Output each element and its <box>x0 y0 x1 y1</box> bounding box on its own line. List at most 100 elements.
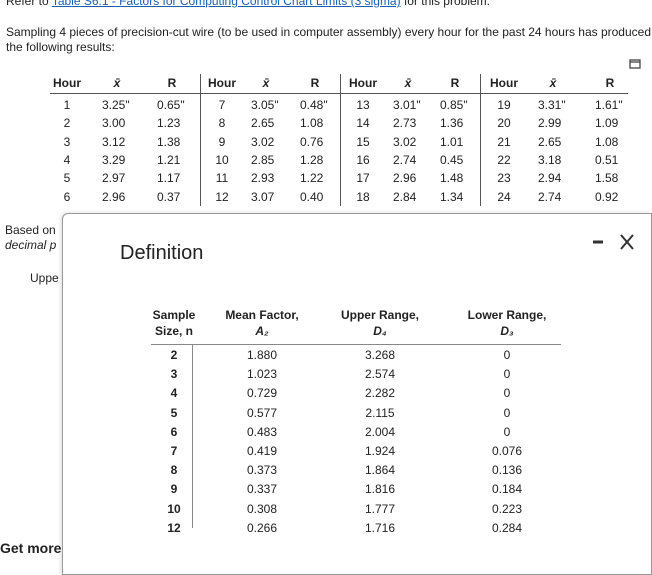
close-button[interactable] <box>620 234 634 250</box>
table-cell: 1.816 <box>364 482 396 497</box>
column-header: x̄ <box>549 76 557 90</box>
column-header: Lower Range, <box>467 308 547 322</box>
table-cell: 1.023 <box>246 367 278 382</box>
table-cell: 0.136 <box>491 463 523 478</box>
table-cell: 0 <box>503 348 511 362</box>
column-header: Hour <box>53 76 81 90</box>
table-cell: 2.99 <box>538 116 562 131</box>
column-header: Upper Range, <box>340 308 419 322</box>
table-cell: 11 <box>215 171 229 186</box>
group-divider <box>480 74 481 206</box>
table-cell: 2.74 <box>538 189 562 204</box>
table-cell: 0.308 <box>246 501 278 516</box>
question-text: decimal p <box>5 238 57 252</box>
table-cell: 17 <box>356 171 370 186</box>
table-cell: 0 <box>503 405 511 420</box>
column-header: R <box>450 76 460 90</box>
column-header: R <box>167 76 177 90</box>
popup-title: Definition <box>120 242 204 264</box>
table-cell: 1.17 <box>157 171 181 186</box>
table-cell: 3.02 <box>251 134 275 149</box>
table-cell: 1.880 <box>246 348 278 362</box>
table-cell: 2.84 <box>393 189 417 204</box>
table-cell: 19 <box>497 98 511 112</box>
table-cell: 0 <box>503 424 511 439</box>
table-cell: 1.21 <box>157 152 181 167</box>
table-cell: 18 <box>356 189 370 204</box>
table-cell: 2.96 <box>393 171 417 186</box>
table-cell: 14 <box>356 116 370 131</box>
table-cell: 1.23 <box>157 116 181 131</box>
table-cell: 1.08 <box>595 134 619 149</box>
answer-label: Uppe <box>30 271 59 285</box>
refer-suffix: for this problem. <box>403 0 490 8</box>
table-cell: 7 <box>170 444 178 458</box>
table-cell: 0.729 <box>246 386 278 401</box>
header-rule <box>50 93 628 94</box>
popup-controls <box>593 234 634 250</box>
table-cell: 12 <box>215 189 229 204</box>
table-cell: 2 <box>170 348 178 362</box>
intro-text: Sampling 4 pieces of precision-cut wire … <box>6 25 651 54</box>
table-cell: 7 <box>218 98 226 112</box>
table-cell: 21 <box>497 134 511 149</box>
table-cell: 20 <box>497 116 511 131</box>
table-cell: 0.92 <box>595 189 619 204</box>
table-cell: 24 <box>497 189 511 204</box>
column-header: Mean Factor, <box>225 308 299 322</box>
table-cell: 12 <box>167 520 181 535</box>
column-header: Hour <box>349 76 377 90</box>
group-divider <box>340 74 341 206</box>
table-cell: 0.419 <box>246 444 278 458</box>
table-cell: 2.94 <box>538 171 562 186</box>
table-cell: 10 <box>215 152 229 167</box>
table-cell: 3.268 <box>364 348 396 362</box>
table-cell: 2.115 <box>365 405 395 420</box>
column-subheader: D₄ <box>373 324 387 338</box>
table-cell: 3.05" <box>251 98 279 112</box>
column-subheader: D₃ <box>500 324 514 338</box>
table-cell: 1.09 <box>595 116 619 131</box>
table-cell: 1.48 <box>440 171 464 186</box>
table-cell: 0.373 <box>246 463 278 478</box>
table-cell: 3.12 <box>102 134 126 149</box>
table-cell: 9 <box>170 482 178 497</box>
table-cell: 3.29 <box>102 152 126 167</box>
table-cell: 3.25" <box>102 98 130 112</box>
table-cell: 6 <box>63 189 71 204</box>
table-cell: 0.266 <box>246 520 278 535</box>
table-cell: 1.08 <box>300 116 324 131</box>
table-cell: 3 <box>63 134 71 149</box>
table-cell: 2.65 <box>538 134 562 149</box>
question-text: Based on <box>5 223 56 237</box>
table-cell: 2.85 <box>251 152 275 167</box>
column-header: Sample <box>152 308 196 322</box>
table-cell: 2.574 <box>364 367 396 382</box>
table-cell: 6 <box>170 424 178 439</box>
table-cell: 0.577 <box>246 405 278 420</box>
table-cell: 0 <box>503 367 511 382</box>
table-cell: 3.02 <box>393 134 417 149</box>
column-header: R <box>310 76 320 90</box>
table-cell: 0.40 <box>300 189 324 204</box>
table-cell: 0.37 <box>157 189 181 204</box>
column-subheader: A₂ <box>255 324 269 338</box>
table-cell: 3.18 <box>538 152 562 167</box>
table-cell: 1.924 <box>364 444 396 458</box>
table-cell: 2.73 <box>393 116 417 131</box>
table-cell: 22 <box>497 152 511 167</box>
table-cell: 5 <box>170 405 178 420</box>
refer-text: Refer to <box>6 0 49 8</box>
table-cell: 3 <box>170 367 178 382</box>
group-divider <box>200 74 201 206</box>
table-cell: 2.96 <box>102 189 126 204</box>
table-cell: 9 <box>218 134 226 149</box>
table-link[interactable]: Table S6.1 - Factors for Computing Contr… <box>51 0 401 8</box>
table-cell: 13 <box>356 98 370 112</box>
table-cell: 4 <box>170 386 178 401</box>
column-header: Hour <box>490 76 518 90</box>
column-divider <box>192 345 193 528</box>
table-cell: 2.004 <box>364 424 396 439</box>
expand-icon[interactable] <box>628 57 642 71</box>
reference-line: Refer to Table S6.1 - Factors for Comput… <box>6 0 490 8</box>
